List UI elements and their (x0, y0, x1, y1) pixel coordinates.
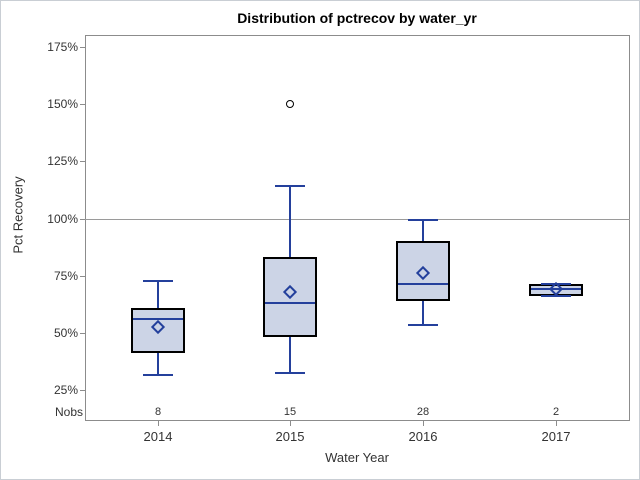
x-tick-label-2017: 2017 (541, 429, 571, 444)
y-tick-mark (80, 104, 85, 106)
whisker-lower-2014 (157, 353, 159, 376)
nobs-value-2016: 28 (416, 406, 430, 418)
outlier-2015 (286, 100, 294, 109)
whisker-lower-2015 (289, 337, 291, 373)
whisker-cap-high-2017 (541, 282, 571, 285)
y-tick-label: 125% (47, 154, 78, 169)
whisker-lower-2016 (422, 300, 424, 325)
median-2017 (531, 288, 581, 291)
x-tick-label-2015: 2015 (275, 429, 305, 444)
whisker-cap-high-2015 (275, 185, 305, 188)
median-2016 (398, 282, 448, 285)
x-tick-label-2014: 2014 (143, 429, 173, 444)
y-tick-mark (80, 47, 85, 48)
x-tick-label-2016: 2016 (408, 429, 438, 444)
nobs-row-label: Nobs (54, 405, 83, 419)
whisker-upper-2016 (422, 219, 424, 242)
y-tick-label: 50% (53, 325, 78, 340)
reference-line-100pct (85, 218, 630, 220)
y-tick-mark (80, 390, 85, 391)
median-2015 (265, 302, 315, 305)
nobs-value-2017: 2 (552, 406, 560, 418)
whisker-cap-low-2016 (408, 323, 438, 326)
x-tick-mark (556, 421, 557, 426)
whisker-cap-low-2015 (275, 371, 305, 374)
whisker-cap-low-2017 (541, 295, 571, 298)
y-tick-mark (80, 161, 85, 163)
chart-title: Distribution of pctrecov by water_yr (237, 10, 477, 26)
x-tick-mark (423, 421, 424, 426)
whisker-upper-2015 (289, 186, 291, 258)
box-2015 (263, 257, 317, 338)
whisker-upper-2014 (157, 281, 159, 308)
plot-frame (85, 35, 630, 421)
y-tick-label: 75% (53, 268, 78, 283)
whisker-cap-low-2014 (143, 374, 173, 377)
x-tick-mark (290, 421, 291, 426)
nobs-value-2015: 15 (283, 406, 297, 418)
x-tick-mark (158, 421, 159, 426)
x-axis-title: Water Year (325, 450, 389, 465)
y-tick-label: 175% (47, 40, 78, 54)
y-tick-label: 150% (47, 97, 78, 112)
whisker-cap-high-2014 (143, 280, 173, 283)
y-tick-mark (80, 218, 85, 220)
y-tick-label: 25% (53, 383, 78, 397)
median-2014 (133, 318, 183, 321)
y-tick-mark (80, 332, 85, 334)
whisker-cap-high-2016 (408, 218, 438, 221)
y-tick-mark (80, 275, 85, 277)
y-tick-label: 100% (47, 211, 78, 226)
nobs-value-2014: 8 (154, 406, 162, 418)
box-2014 (131, 307, 185, 354)
box-2016 (396, 241, 450, 301)
